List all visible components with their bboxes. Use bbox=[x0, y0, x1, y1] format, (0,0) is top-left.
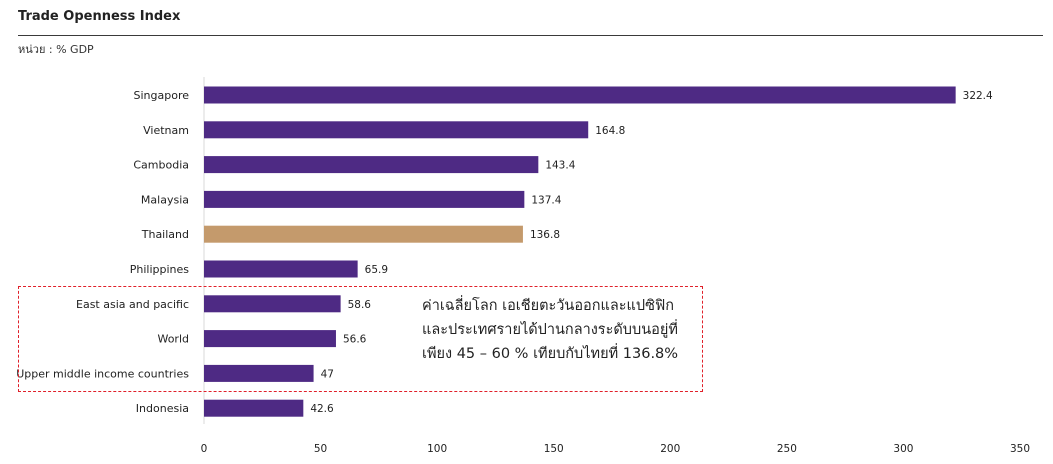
bar bbox=[204, 225, 523, 243]
annotation-line-1: ค่าเฉลี่ยโลก เอเชียตะวันออกและแปซิฟิก bbox=[422, 298, 674, 314]
x-tick-label: 250 bbox=[777, 443, 797, 455]
x-tick-label: 0 bbox=[201, 443, 208, 455]
bar bbox=[204, 295, 341, 313]
highlight-box bbox=[18, 286, 703, 392]
x-tick-label: 350 bbox=[1010, 443, 1030, 455]
bar bbox=[204, 190, 525, 208]
category-label: East asia and pacific bbox=[76, 298, 189, 311]
category-label: Philippines bbox=[130, 263, 190, 276]
value-label: 47 bbox=[321, 368, 334, 380]
x-tick-label: 100 bbox=[427, 443, 447, 455]
annotation-text: ค่าเฉลี่ยโลก เอเชียตะวันออกและแปซิฟิก แล… bbox=[422, 294, 700, 366]
value-label: 58.6 bbox=[348, 299, 372, 311]
bar bbox=[204, 364, 314, 382]
value-label: 136.8 bbox=[530, 229, 560, 241]
unit-label: หน่วย : % GDP bbox=[18, 43, 94, 56]
annotation-line-3: เพียง 45 – 60 % เทียบกับไทยที่ 136.8% bbox=[422, 346, 679, 362]
value-label: 56.6 bbox=[343, 334, 367, 346]
value-label: 143.4 bbox=[545, 160, 575, 172]
x-tick-label: 150 bbox=[544, 443, 564, 455]
value-label: 42.6 bbox=[310, 403, 334, 415]
category-label: Singapore bbox=[134, 89, 190, 102]
category-label: World bbox=[157, 333, 189, 346]
x-tick-label: 200 bbox=[660, 443, 680, 455]
x-tick-label: 50 bbox=[314, 443, 327, 455]
bar bbox=[204, 260, 358, 278]
value-label: 164.8 bbox=[595, 125, 625, 137]
bar bbox=[204, 121, 589, 139]
annotation-line-2: และประเทศรายได้ปานกลางระดับบนอยู่ที่ bbox=[422, 322, 678, 338]
chart-title: Trade Openness Index bbox=[18, 9, 181, 24]
category-label: Malaysia bbox=[141, 193, 189, 206]
x-tick-label: 300 bbox=[893, 443, 913, 455]
category-label: Vietnam bbox=[143, 124, 189, 137]
value-label: 65.9 bbox=[365, 264, 388, 276]
title-divider bbox=[18, 35, 1043, 36]
category-label: Cambodia bbox=[133, 159, 189, 172]
value-label: 322.4 bbox=[963, 90, 993, 102]
bar bbox=[204, 156, 539, 174]
bar bbox=[204, 86, 956, 104]
bar bbox=[204, 330, 336, 348]
value-label: 137.4 bbox=[531, 194, 561, 206]
bar bbox=[204, 399, 304, 417]
category-label: Thailand bbox=[141, 228, 189, 241]
category-label: Indonesia bbox=[136, 402, 189, 415]
category-label: Upper middle income countries bbox=[16, 367, 189, 380]
